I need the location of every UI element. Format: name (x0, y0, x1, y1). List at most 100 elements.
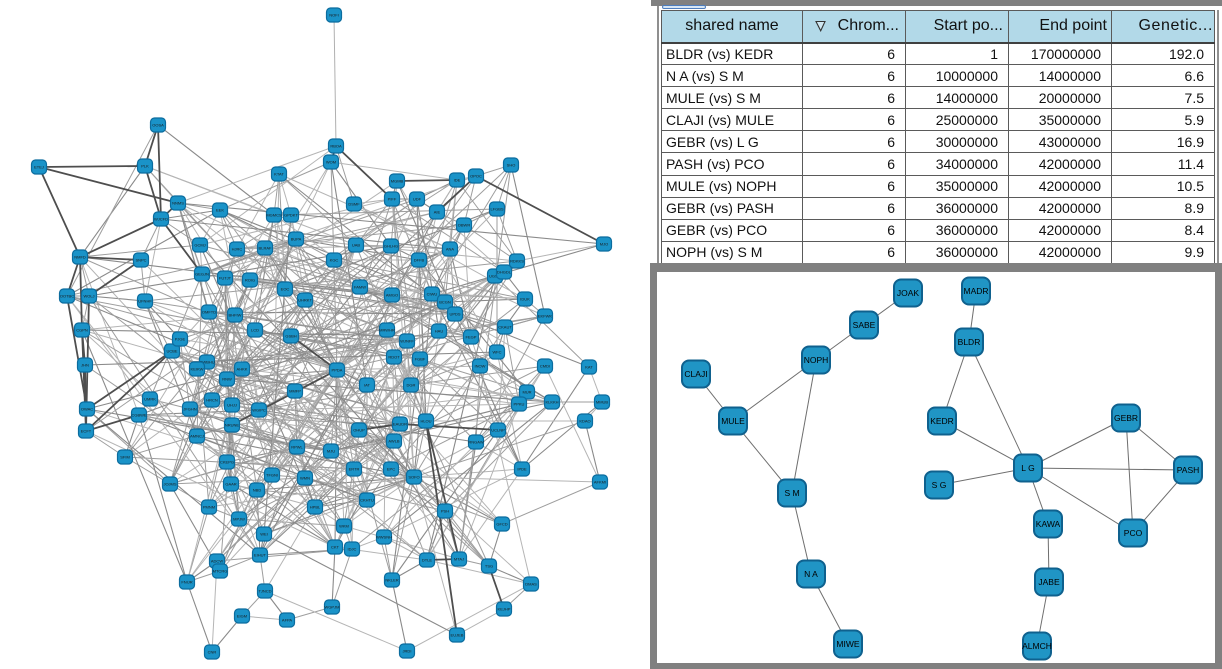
svg-text:MULE: MULE (721, 416, 745, 426)
svg-text:AHKK: AHKK (237, 367, 248, 372)
svg-text:FUTJT: FUTJT (219, 276, 232, 281)
svg-text:UDF: UDF (413, 197, 422, 202)
svg-text:JHN: JHN (81, 363, 89, 368)
svg-text:KAT: KAT (585, 365, 593, 370)
svg-text:RBOA: RBOA (330, 144, 342, 149)
svg-text:KAWA: KAWA (1036, 519, 1061, 529)
svg-text:NOFI: NOFI (329, 13, 339, 18)
svg-text:ADCW: ADCW (211, 559, 223, 564)
svg-text:EUJEB: EUJEB (451, 633, 464, 638)
svg-text:UFNHF: UFNHF (138, 299, 152, 304)
svg-text:WOM: WOM (326, 160, 336, 165)
svg-text:CKT: CKT (331, 545, 340, 550)
svg-text:MADR: MADR (963, 286, 988, 296)
svg-text:IDE: IDE (454, 178, 461, 183)
svg-text:UAB: UAB (352, 243, 361, 248)
svg-text:EIHUT: EIHUT (254, 553, 267, 558)
svg-text:NOPH: NOPH (804, 355, 829, 365)
svg-text:RDOT: RDOT (388, 355, 400, 360)
svg-text:WMN: WMN (300, 476, 310, 481)
svg-text:MMFP: MMFP (289, 389, 301, 394)
svg-text:OOSA: OOSA (152, 123, 164, 128)
svg-text:UCBE: UCBE (166, 349, 177, 354)
svg-text:PIFF: PIFF (388, 197, 397, 202)
svg-text:NRUNE: NRUNE (225, 423, 240, 428)
svg-text:LCD: LCD (251, 328, 259, 333)
svg-text:ETEJ: ETEJ (34, 165, 44, 170)
svg-text:MIWE: MIWE (836, 639, 859, 649)
svg-text:CNR: CNR (208, 650, 217, 655)
svg-text:FEGP: FEGP (466, 335, 477, 340)
svg-text:TFGNI: TFGNI (266, 473, 278, 478)
svg-text:GSBH: GSBH (285, 334, 296, 339)
svg-text:MTAJ: MTAJ (454, 557, 464, 562)
svg-text:WJCFD: WJCFD (154, 217, 168, 222)
svg-text:EPC: EPC (387, 467, 395, 472)
svg-text:OPOC: OPOC (470, 174, 482, 179)
svg-text:JFGHN: JFGHN (183, 407, 196, 412)
svg-text:GPDKT: GPDKT (284, 213, 298, 218)
svg-text:CKAUT: CKAUT (498, 325, 512, 330)
svg-text:HRCN: HRCN (206, 398, 218, 403)
svg-text:DFFB: DFFB (414, 258, 425, 263)
svg-text:ROIG: ROIG (245, 278, 255, 283)
svg-text:PPDA: PPDA (332, 368, 343, 373)
svg-text:SABE: SABE (853, 320, 876, 330)
svg-text:ERTR: ERTR (349, 467, 360, 472)
svg-text:MTCRG: MTCRG (213, 569, 228, 574)
svg-text:ECFT: ECFT (81, 429, 92, 434)
svg-text:GAAR: GAAR (225, 482, 236, 487)
svg-text:MGMB: MGMB (391, 179, 404, 184)
svg-text:BCGN: BCGN (439, 300, 451, 305)
svg-text:S M: S M (784, 488, 799, 498)
svg-text:SNPC: SNPC (135, 258, 146, 263)
svg-text:OMFTD: OMFTD (202, 310, 216, 315)
svg-text:JOJMS: JOJMS (163, 482, 176, 487)
svg-text:AMNCJ: AMNCJ (190, 434, 204, 439)
svg-text:PASH: PASH (1177, 465, 1200, 475)
svg-text:EKFWK: EKFWK (538, 314, 553, 319)
svg-text:PJGE: PJGE (175, 337, 186, 342)
svg-text:OWAC: OWAC (81, 407, 93, 412)
svg-text:AWLB: AWLB (388, 439, 400, 444)
svg-text:GEBR: GEBR (1114, 413, 1138, 423)
svg-text:CGBWE: CGBWE (131, 413, 146, 418)
svg-text:GHLHG: GHLHG (384, 244, 398, 249)
svg-text:MPJW: MPJW (233, 517, 245, 522)
svg-text:IPDE: IPDE (517, 467, 527, 472)
svg-text:HPBL: HPBL (310, 505, 321, 510)
svg-text:CLAJI: CLAJI (684, 369, 707, 379)
svg-text:WOLJ: WOLJ (83, 294, 94, 299)
svg-text:SFIM: SFIM (120, 455, 130, 460)
svg-text:KTAT: KTAT (274, 172, 284, 177)
svg-text:AFPA: AFPA (282, 618, 292, 623)
svg-text:EAUDR: EAUDR (393, 422, 407, 427)
svg-text:UGSM: UGSM (489, 274, 501, 279)
svg-text:MGMCS: MGMCS (266, 213, 282, 218)
svg-text:INOW: INOW (475, 364, 486, 369)
svg-text:NKLER: NKLER (385, 578, 398, 583)
svg-text:MJU: MJU (327, 449, 335, 454)
svg-text:GCMJ: GCMJ (194, 243, 205, 248)
svg-text:HLOU: HLOU (420, 419, 431, 424)
svg-text:S G: S G (932, 480, 947, 490)
svg-text:SOFO: SOFO (408, 475, 419, 480)
svg-text:WGPJM: WGPJM (325, 605, 340, 610)
svg-text:BHFIW: BHFIW (229, 313, 242, 318)
svg-text:KGC: KGC (330, 258, 339, 263)
svg-text:NBD: NBD (253, 488, 262, 493)
svg-text:FNIJR: FNIJR (181, 580, 192, 585)
svg-text:DMAS: DMAS (525, 582, 537, 587)
svg-text:RPWL: RPWL (291, 445, 303, 450)
svg-text:NNMS: NNMS (172, 201, 184, 206)
svg-text:PMNM: PMNM (203, 505, 215, 510)
svg-text:BLDR: BLDR (958, 337, 981, 347)
svg-text:UMRK: UMRK (144, 397, 156, 402)
svg-text:PCO: PCO (1124, 528, 1143, 538)
svg-text:UCLNP: UCLNP (491, 428, 505, 433)
svg-text:WEI: WEI (260, 532, 268, 537)
svg-text:GFCD: GFCD (496, 522, 507, 527)
svg-text:HJRC: HJRC (232, 247, 243, 252)
svg-text:ANA: ANA (446, 247, 455, 252)
svg-text:KEJHP: KEJHP (498, 607, 511, 612)
